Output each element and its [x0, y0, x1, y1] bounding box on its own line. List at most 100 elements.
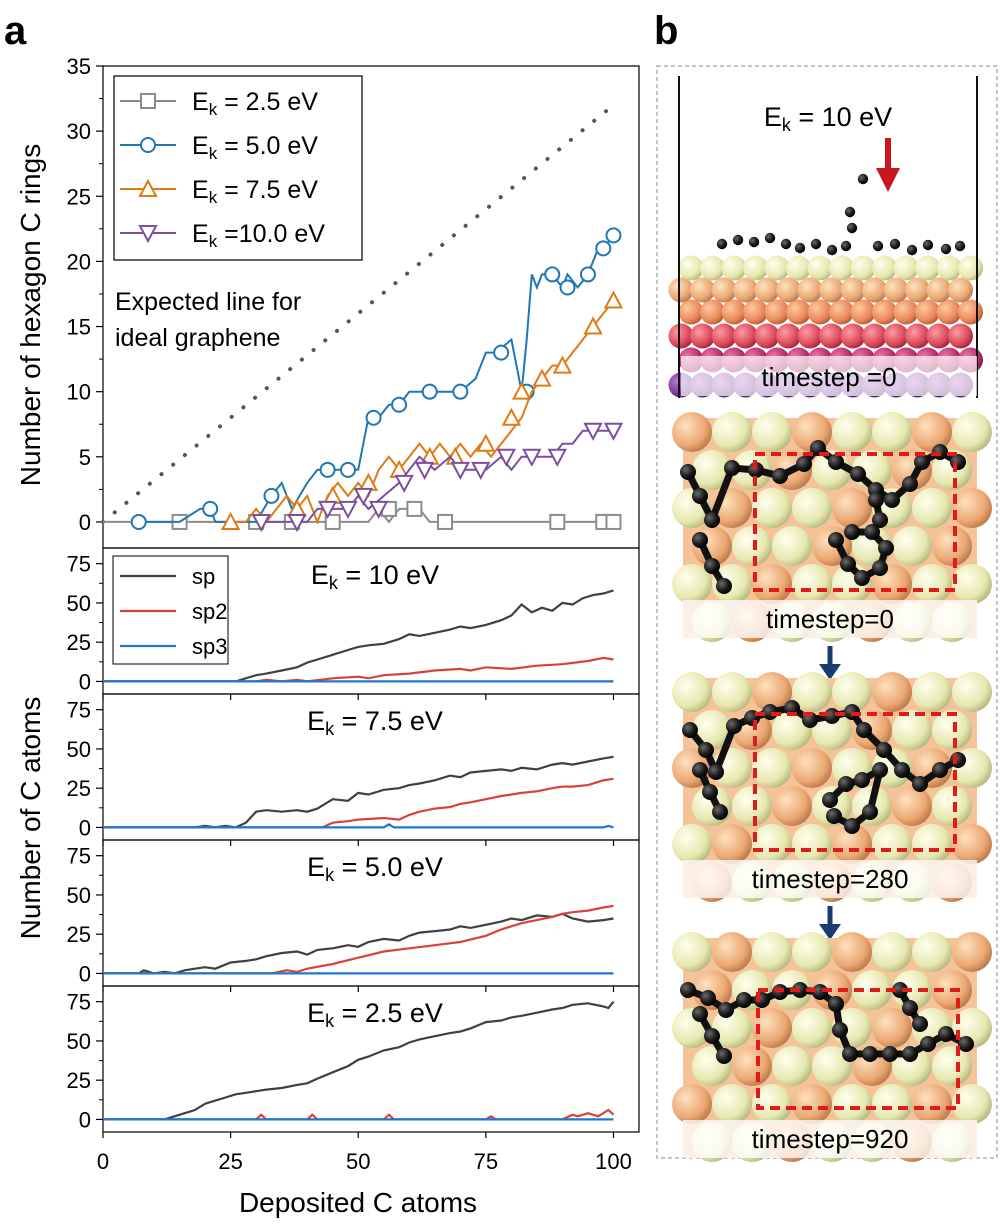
carbon-atom — [872, 512, 888, 528]
panel-title: Ek = 2.5 eV — [307, 998, 443, 1031]
y-axis-label: Number of hexagon C rings — [15, 144, 46, 486]
y-tick-label: 30 — [67, 119, 91, 144]
carbon-atom — [940, 243, 952, 255]
carbon-atom — [914, 454, 930, 470]
carbon-atom — [682, 722, 698, 738]
panel-b-label: b — [654, 9, 678, 53]
carbon-atom — [889, 238, 901, 250]
x-axis-label: Deposited C atoms — [239, 1187, 477, 1218]
surface-atom — [812, 1046, 852, 1086]
carbon-atom — [736, 992, 752, 1008]
top-view-snapshot: timestep=280 — [672, 672, 992, 940]
series-marker-3 — [501, 407, 522, 426]
substrate-atom — [700, 255, 725, 281]
surface-atom — [872, 672, 912, 712]
carbon-atom — [856, 722, 872, 738]
substrate-atom — [733, 277, 758, 303]
substrate-atom — [776, 277, 801, 303]
carbon-atom — [902, 476, 918, 492]
carbon-atom — [764, 232, 776, 244]
carbon-atom — [912, 776, 928, 792]
carbon-atom — [748, 236, 760, 248]
carbon-atom — [826, 244, 838, 256]
series-marker-2 — [391, 396, 408, 413]
substrate-atom — [743, 299, 768, 325]
surface-atom — [832, 412, 872, 452]
carbon-atom — [680, 464, 696, 480]
substrate-atom — [754, 323, 780, 349]
carbon-atom — [828, 454, 844, 470]
series-marker-4 — [496, 448, 516, 467]
carbon-atom — [894, 762, 910, 778]
incident-arrow-head — [876, 168, 900, 192]
substrate-atom — [850, 299, 876, 325]
y-tick-label: 15 — [67, 315, 91, 340]
series-marker-1 — [324, 513, 341, 530]
snapshot-caption: timestep=280 — [752, 864, 909, 894]
surface-atom — [952, 564, 992, 604]
substrate-atom — [711, 323, 737, 349]
series-marker-3 — [511, 381, 532, 400]
substrate-atom — [819, 277, 844, 303]
surface-atom — [752, 748, 792, 788]
x-tick-label: 100 — [595, 1149, 632, 1174]
carbon-atom — [794, 242, 806, 254]
series-marker-3 — [552, 355, 573, 374]
substrate-atom — [700, 299, 725, 325]
series-marker-1 — [406, 500, 423, 517]
carbon-atom — [772, 468, 788, 484]
carbon-atom — [838, 776, 854, 792]
carbon-atom — [704, 512, 720, 528]
x-tick-label: 75 — [474, 1149, 498, 1174]
carbon-atom — [920, 1036, 936, 1052]
substrate-atom — [840, 277, 866, 303]
surface-atom — [712, 1084, 752, 1124]
surface-atom — [932, 526, 972, 566]
substrate-atom — [786, 299, 811, 325]
snapshot-caption: timestep=0 — [766, 604, 894, 634]
sequence-arrow-head — [819, 924, 841, 940]
series-marker-2 — [559, 279, 576, 296]
carbon-atom — [878, 540, 894, 556]
substrate-atom — [840, 323, 866, 349]
carbon-atom — [862, 1046, 878, 1062]
carbon-atom — [876, 742, 892, 758]
substrate-atom — [690, 277, 715, 303]
surface-atom — [732, 786, 772, 826]
surface-atom — [672, 932, 712, 972]
carbon-atom — [832, 1022, 848, 1038]
surface-atom — [672, 1084, 712, 1124]
y-tick-label: 50 — [67, 591, 91, 616]
surface-atom — [692, 450, 732, 490]
legend: Ek = 2.5 eV Ek = 5.0 eV Ek = 7.5 eV Ek =10.… — [113, 75, 363, 261]
series-marker-4 — [414, 461, 435, 480]
substrate-atom — [883, 323, 909, 349]
panel-b-frame — [656, 65, 998, 1159]
substrate-atom — [807, 299, 833, 325]
series-line-sp — [103, 755, 614, 829]
substrate-atom — [850, 255, 876, 281]
series-marker-4 — [287, 513, 307, 533]
series-group — [103, 227, 624, 533]
carbon-atom — [702, 784, 718, 800]
carbon-atom — [938, 1026, 954, 1042]
carbon-atom — [704, 558, 720, 574]
substrate-atom — [678, 255, 704, 281]
surface-atom — [872, 932, 912, 972]
carbon-atom — [906, 244, 918, 256]
carbon-atom — [958, 1036, 974, 1052]
substrate-atom — [807, 255, 833, 281]
panel-title: Ek = 7.5 eV — [307, 706, 443, 739]
legend-marker — [138, 225, 158, 244]
carbon-hybridization-chart: 0 25 50 75 Ek = 5.0 eV — [67, 839, 640, 992]
surface-atom — [792, 1084, 832, 1124]
surface-atom — [832, 932, 872, 972]
y-tick-label: 5 — [79, 445, 91, 470]
legend-marker — [138, 178, 158, 197]
substrate-atom — [797, 323, 823, 349]
x-tick-label: 50 — [346, 1149, 370, 1174]
carbon-atom — [912, 1016, 928, 1032]
annotation-line: ideal graphene — [115, 324, 280, 352]
series-marker-2 — [605, 227, 622, 244]
surface-atom — [752, 564, 792, 604]
